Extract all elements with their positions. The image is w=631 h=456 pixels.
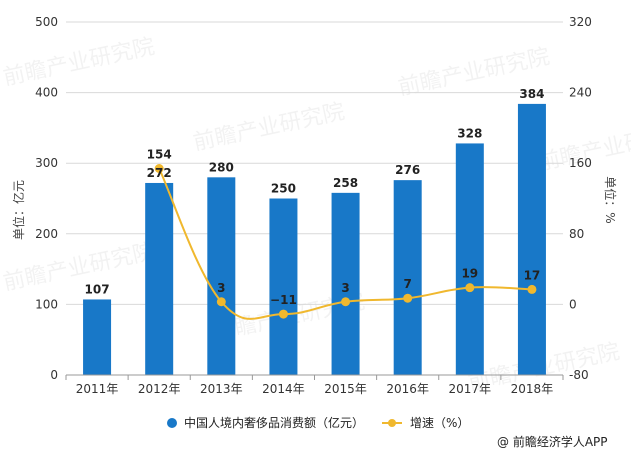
y-left-tick-label: 500	[35, 15, 58, 29]
growth-point	[216, 297, 226, 307]
y-right-tick-label: -80	[569, 368, 589, 382]
x-tick-label: 2018年	[511, 382, 554, 396]
growth-value-label: 154	[147, 147, 172, 161]
legend: 中国人境内奢侈品消费额（亿元） 增速（%）	[167, 415, 469, 430]
y-axis-left-title: 单位：亿元	[11, 180, 26, 240]
x-tick-label: 2011年	[76, 382, 119, 396]
watermark-text: 前瞻产业研究院	[1, 239, 157, 295]
x-tick-label: 2012年	[138, 382, 181, 396]
growth-point	[154, 163, 164, 173]
legend-line-label: 增速（%）	[410, 416, 469, 430]
x-tick-label: 2013年	[200, 382, 243, 396]
legend-bar-marker	[167, 418, 177, 428]
y-left-tick-label: 300	[35, 156, 58, 170]
y-right-tick-label: 320	[569, 15, 592, 29]
legend-bar-label: 中国人境内奢侈品消费额（亿元）	[184, 415, 364, 430]
bar	[331, 192, 360, 375]
growth-point	[465, 283, 475, 293]
bar-value-label: 272	[147, 166, 172, 180]
growth-point	[278, 309, 288, 319]
growth-value-label: 7	[404, 277, 412, 291]
bar	[269, 198, 298, 375]
y-right-tick-label: 160	[569, 156, 592, 170]
bar	[83, 299, 112, 375]
growth-line-series	[154, 163, 537, 320]
source-text: @ 前瞻经济学人APP	[497, 434, 608, 449]
bar	[517, 103, 546, 376]
growth-value-label: 17	[524, 268, 541, 282]
y-left-tick-label: 200	[35, 227, 58, 241]
y-axis-right-title: 单位：%	[603, 176, 618, 223]
data-labels: 107 272 280 250 258 276 328 384 154 3 −11 3 7 19 17	[85, 87, 545, 307]
bar-value-label: 328	[457, 126, 482, 140]
bar-value-label: 384	[519, 87, 544, 101]
bar-value-label: 250	[271, 182, 296, 196]
bar-series	[83, 103, 546, 376]
axes: 0 100 200 300 400 500 -80 0 80 160 240 320 2011年 2012…	[35, 15, 592, 396]
bar	[393, 180, 422, 375]
y-right-tick-label: 0	[569, 297, 577, 311]
watermark-text: 前瞻产业研究院	[1, 34, 157, 90]
y-right-tick-label: 80	[569, 227, 584, 241]
y-left-tick-label: 100	[35, 297, 58, 311]
growth-value-label: 3	[217, 281, 225, 295]
x-tick-label: 2016年	[386, 382, 429, 396]
y-left-tick-label: 0	[50, 368, 58, 382]
bar-value-label: 107	[85, 282, 110, 296]
x-tick-label: 2017年	[449, 382, 492, 396]
growth-point	[341, 297, 351, 307]
bar-value-label: 276	[395, 163, 420, 177]
growth-point	[403, 293, 413, 303]
watermark-text: 前瞻产业研究院	[191, 99, 347, 155]
y-right-tick-label: 240	[569, 86, 592, 100]
x-tick-label: 2014年	[262, 382, 305, 396]
bar-value-label: 280	[209, 160, 234, 174]
x-tick-label: 2015年	[324, 382, 367, 396]
bar	[145, 182, 174, 375]
bar	[455, 143, 484, 375]
growth-point	[527, 284, 537, 294]
bar-value-label: 258	[333, 176, 358, 190]
growth-value-label: 19	[461, 267, 478, 281]
bar	[207, 177, 236, 375]
legend-line-dot	[388, 419, 396, 427]
y-left-tick-label: 400	[35, 86, 58, 100]
source-credit: @ 前瞻经济学人APP	[497, 434, 608, 449]
growth-value-label: 3	[341, 281, 349, 295]
growth-value-label: −11	[270, 293, 297, 307]
